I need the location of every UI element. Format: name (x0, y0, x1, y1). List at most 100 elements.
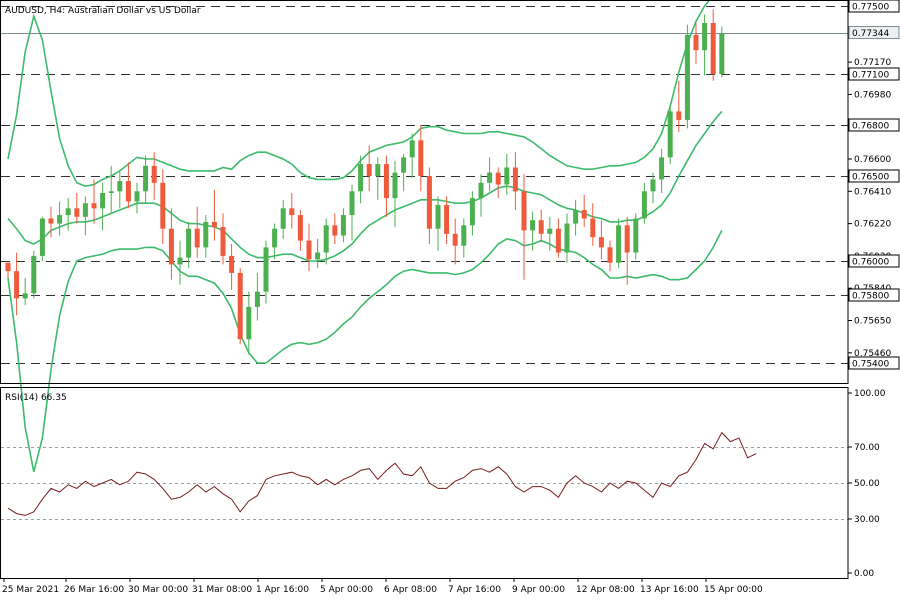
candle-body (272, 228, 278, 248)
price-axis-label: 0.76220 (854, 220, 891, 230)
candle-body (495, 172, 501, 185)
candle-body (246, 306, 252, 340)
candle-body (461, 225, 467, 246)
candle-body (31, 255, 37, 294)
candle-body (366, 164, 372, 176)
candle-body (564, 223, 570, 253)
candle-body (693, 34, 699, 51)
candle-body (168, 228, 174, 265)
candle-body (254, 291, 260, 307)
price-panel-frame (0, 0, 849, 384)
candle-body (607, 247, 613, 263)
candle-body (39, 218, 45, 256)
candle-body (409, 140, 415, 158)
time-axis-label: 25 Mar 2021 (2, 585, 59, 595)
candle-body (573, 210, 579, 224)
price-axis-label: 0.76410 (854, 187, 891, 197)
candle-body (547, 228, 553, 234)
candle-body (504, 167, 510, 185)
candle-body (435, 204, 441, 229)
time-axis-label: 1 Apr 16:00 (256, 585, 309, 595)
price-chart (1, 0, 848, 472)
candle-body (487, 172, 493, 183)
price-level-label: 0.75800 (852, 292, 889, 302)
candle-body (710, 23, 716, 74)
candle-body (211, 221, 217, 227)
time-axis-label: 5 Apr 00:00 (320, 585, 373, 595)
candle-body (478, 182, 484, 199)
time-axis-label: 30 Mar 00:00 (128, 585, 188, 595)
bollinger-middle-line (7, 110, 723, 262)
candle-body (667, 111, 673, 158)
candle-body (289, 208, 295, 216)
price-level-tag (848, 26, 900, 40)
candle-body (392, 172, 398, 199)
candle-body (383, 164, 389, 199)
candle-body (22, 293, 28, 299)
candle-body (306, 240, 312, 260)
price-axis-label: 0.75650 (854, 317, 891, 327)
time-axis-label: 9 Apr 00:00 (512, 585, 565, 595)
candle-body (297, 215, 303, 241)
price-axis-label: 0.77170 (854, 58, 891, 68)
candle-body (65, 208, 71, 216)
candle-body (74, 208, 80, 217)
price-axis-label: 0.76980 (854, 90, 891, 100)
candle-body (530, 220, 536, 231)
candle-body (151, 165, 157, 183)
candle-body (91, 203, 97, 209)
candle-body (650, 179, 656, 192)
candle-body (641, 191, 647, 219)
candle-body (581, 210, 587, 219)
candle-body (177, 257, 183, 265)
candle-body (134, 191, 140, 202)
price-level-label: 0.75400 (852, 360, 889, 370)
rsi-title: RSI(14) 66.35 (5, 393, 67, 403)
candle-body (469, 198, 475, 226)
candle-body (82, 203, 88, 217)
time-axis-label: 13 Apr 16:00 (640, 585, 699, 595)
candle-body (332, 225, 338, 236)
price-axis-label: 0.75460 (854, 349, 891, 359)
price-level-tag (848, 169, 900, 183)
rsi-chart (1, 431, 848, 520)
candle-body (702, 23, 708, 51)
price-level-label: 0.77344 (852, 29, 889, 39)
time-axis-label: 31 Mar 08:00 (192, 585, 252, 595)
price-level-label: 0.76000 (852, 258, 889, 268)
candle-body (426, 176, 432, 229)
rsi-axis-label: 0.00 (854, 569, 874, 579)
candle-body (444, 204, 450, 234)
candle-body (160, 182, 166, 229)
rsi-axis-label: 100.00 (854, 389, 886, 399)
chart-title: AUDUSD, H4: Australian Dollar vs US Doll… (5, 6, 201, 16)
candle-body (203, 221, 209, 248)
candle-body (229, 255, 235, 273)
rsi-axis-label: 30.00 (854, 515, 880, 525)
candle-body (315, 252, 321, 260)
candle-body (375, 164, 381, 176)
candle-body (401, 157, 407, 173)
candle-body (719, 33, 725, 74)
price-level-label: 0.77500 (852, 3, 889, 13)
candle-body (616, 225, 622, 263)
candle-body (590, 218, 596, 238)
candle-body (14, 271, 20, 299)
candle-body (598, 237, 604, 248)
candle-body (100, 193, 106, 209)
time-axis-label: 6 Apr 08:00 (384, 585, 437, 595)
candle-body (186, 228, 192, 258)
candle-body (263, 247, 269, 292)
candle-body (633, 218, 639, 253)
price-axis-label: 0.76600 (854, 155, 891, 165)
rsi-axis-label: 50.00 (854, 479, 880, 489)
candle-body (280, 208, 286, 229)
time-axis-label: 12 Apr 08:00 (576, 585, 635, 595)
price-level-tag (848, 254, 900, 268)
candle-body (555, 228, 561, 253)
price-level-tag (848, 288, 900, 302)
candle-body (676, 111, 682, 120)
candle-body (194, 228, 200, 248)
price-level-label: 0.77100 (852, 71, 889, 81)
